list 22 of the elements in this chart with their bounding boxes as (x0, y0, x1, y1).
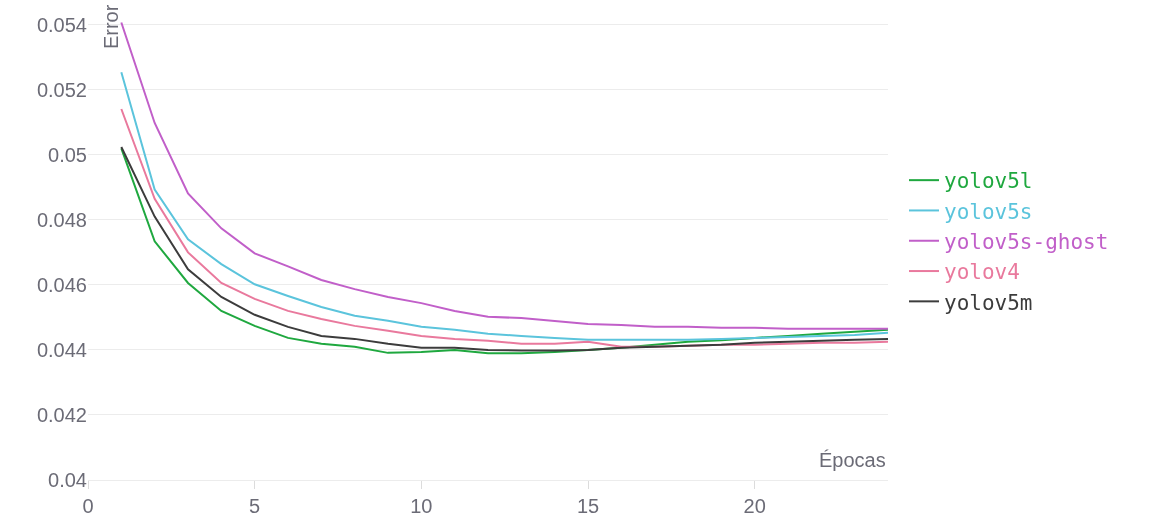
y-tick-label: 0.054 (36, 13, 87, 36)
y-tick-label: 0.052 (36, 78, 87, 101)
legend-label: yolov5m (944, 290, 1033, 315)
x-tick-label: 15 (576, 495, 600, 517)
x-tick-label: 20 (743, 495, 766, 517)
y-tick-label: 0.04 (48, 469, 87, 491)
x-tick-label: 10 (410, 495, 433, 517)
line-series (120, 71, 888, 341)
x-tick-label: 5 (249, 495, 261, 517)
y-tick-label: 0.05 (48, 143, 87, 166)
legend-label: yolov5l (944, 169, 1033, 194)
x-tick-label: 0 (82, 495, 94, 517)
legend-label: yolov5s (944, 199, 1033, 224)
legend-label: yolov5s-ghost (944, 229, 1109, 254)
y-tick-label: 0.044 (36, 338, 87, 361)
line-series (120, 21, 888, 330)
x-axis-title: Épocas (819, 449, 886, 471)
legend-label: yolov4 (944, 260, 1020, 285)
y-tick-label: 0.042 (36, 403, 87, 426)
y-axis-title: Error (100, 4, 123, 50)
y-tick-label: 0.048 (36, 208, 87, 231)
y-tick-label: 0.046 (36, 273, 87, 296)
